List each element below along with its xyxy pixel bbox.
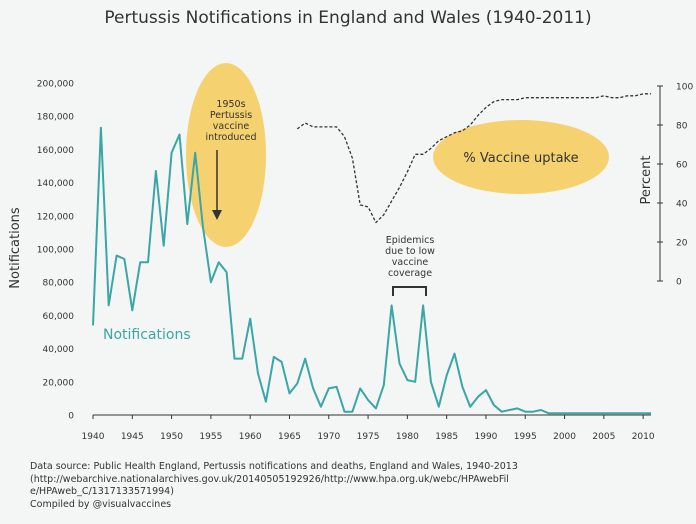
y-tick-label: 60,000: [43, 312, 75, 322]
y2-tick-label: 40: [676, 200, 688, 210]
y2-tick-label: 0: [676, 278, 682, 288]
uptake-series-line: [296, 93, 651, 224]
y-tick-label: 160,000: [37, 146, 74, 156]
x-tick-label: 1940: [82, 432, 105, 442]
epidemics-bracket: [392, 286, 427, 296]
x-tick-label: 1975: [357, 432, 380, 442]
epidemics-annotation-text: Epidemics: [386, 235, 435, 246]
x-tick-label: 1945: [121, 432, 144, 442]
vaccine-annotation-text: vaccine: [213, 121, 250, 132]
x-tick-label: 2010: [632, 432, 655, 442]
x-tick-label: 1980: [396, 432, 419, 442]
y2-tick-label: 60: [676, 161, 688, 171]
source-line-4: Compiled by @visualvaccines: [30, 498, 172, 510]
vaccine-annotation-text: introduced: [205, 132, 256, 143]
x-tick-label: 1960: [239, 432, 262, 442]
y-axis-label: Notifications: [8, 207, 23, 289]
data-source: Data source: Public Health England, Pert…: [30, 461, 670, 511]
y-tick-label: 200,000: [37, 80, 74, 90]
x-tick-label: 2000: [553, 432, 576, 442]
y2-tick-label: 100: [676, 83, 693, 93]
source-line-2: (http://webarchive.nationalarchives.gov.…: [30, 473, 509, 485]
vaccine-arrow-head: [212, 210, 222, 220]
vaccine-highlight-ellipse: [186, 63, 266, 247]
vaccine-annotation-text: Pertussis: [210, 110, 252, 121]
x-tick-label: 1955: [199, 432, 222, 442]
x-tick-label: 1990: [475, 432, 498, 442]
pertussis-chart: 0 20,000 40,000 60,000 80,000 100,000 120,000 1…: [8, 63, 693, 442]
y2-tick-label: 80: [676, 122, 688, 132]
y-tick-label: 40,000: [43, 345, 75, 355]
y-tick-label: 140,000: [37, 179, 74, 189]
notifications-label: Notifications: [103, 327, 191, 343]
epidemics-annotation-text: due to low: [385, 246, 435, 257]
y-tick-label: 20,000: [43, 378, 75, 388]
notifications-series-line: [92, 126, 651, 415]
source-line-1: Data source: Public Health England, Pert…: [30, 461, 518, 472]
chart-title: Pertussis Notifications in England and W…: [104, 8, 592, 28]
x-tick-label: 1995: [514, 432, 537, 442]
epidemics-annotation-text: coverage: [388, 268, 432, 279]
uptake-highlight-ellipse: [433, 120, 609, 194]
x-tick-label: 1970: [317, 432, 340, 442]
x-tick-label: 1950: [160, 432, 183, 442]
vaccine-annotation-text: 1950s: [216, 99, 245, 110]
uptake-label: % Vaccine uptake: [463, 151, 578, 166]
y-tick-label: 80,000: [43, 279, 75, 289]
x-tick-label: 1985: [435, 432, 458, 442]
y-tick-label: 0: [68, 412, 74, 422]
epidemics-annotation-text: vaccine: [392, 257, 429, 268]
y-tick-label: 180,000: [37, 113, 74, 123]
source-line-3: e/HPAweb_C/1317133571994): [30, 486, 174, 497]
y2-tick-label: 20: [676, 239, 688, 249]
x-tick-label: 2005: [592, 432, 615, 442]
x-tick-label: 1965: [278, 432, 301, 442]
y-tick-label: 120,000: [37, 212, 74, 222]
y2-axis-label: Percent: [639, 156, 654, 205]
y-tick-label: 100,000: [37, 246, 74, 256]
